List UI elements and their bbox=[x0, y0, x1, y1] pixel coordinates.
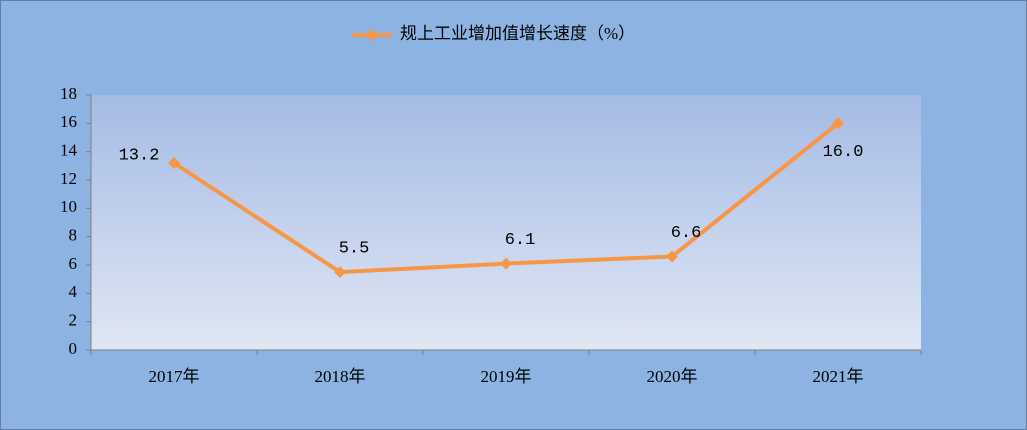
data-label: 13.2 bbox=[119, 146, 160, 165]
point-marker bbox=[168, 157, 180, 169]
data-label: 6.6 bbox=[671, 224, 702, 243]
data-label: 6.1 bbox=[505, 231, 536, 250]
x-tick-label: 2021年 bbox=[813, 367, 864, 386]
data-label: 16.0 bbox=[823, 143, 864, 162]
x-tick-label: 2019年 bbox=[481, 367, 532, 386]
x-tick-label: 2017年 bbox=[149, 367, 200, 386]
plot-area bbox=[91, 95, 921, 350]
data-label: 5.5 bbox=[339, 240, 370, 259]
point-marker bbox=[832, 117, 844, 130]
y-tick-label: 12 bbox=[60, 169, 77, 188]
x-tick-label: 2018年 bbox=[315, 367, 366, 386]
point-marker bbox=[334, 266, 346, 279]
y-tick-label: 6 bbox=[69, 254, 78, 273]
y-tick-label: 0 bbox=[69, 339, 78, 358]
y-tick-label: 2 bbox=[69, 311, 78, 330]
point-marker bbox=[666, 250, 678, 263]
point-marker bbox=[500, 257, 512, 270]
y-tick-label: 16 bbox=[60, 112, 77, 131]
legend-marker bbox=[366, 29, 378, 41]
y-tick-label: 8 bbox=[69, 226, 78, 245]
x-tick-label: 2020年 bbox=[647, 367, 698, 386]
y-tick-label: 14 bbox=[60, 141, 78, 160]
y-tick-label: 10 bbox=[60, 197, 77, 216]
y-tick-label: 4 bbox=[69, 282, 78, 301]
y-tick-label: 18 bbox=[60, 84, 77, 103]
legend-label: 规上工业增加值增长速度（%） bbox=[400, 24, 635, 43]
